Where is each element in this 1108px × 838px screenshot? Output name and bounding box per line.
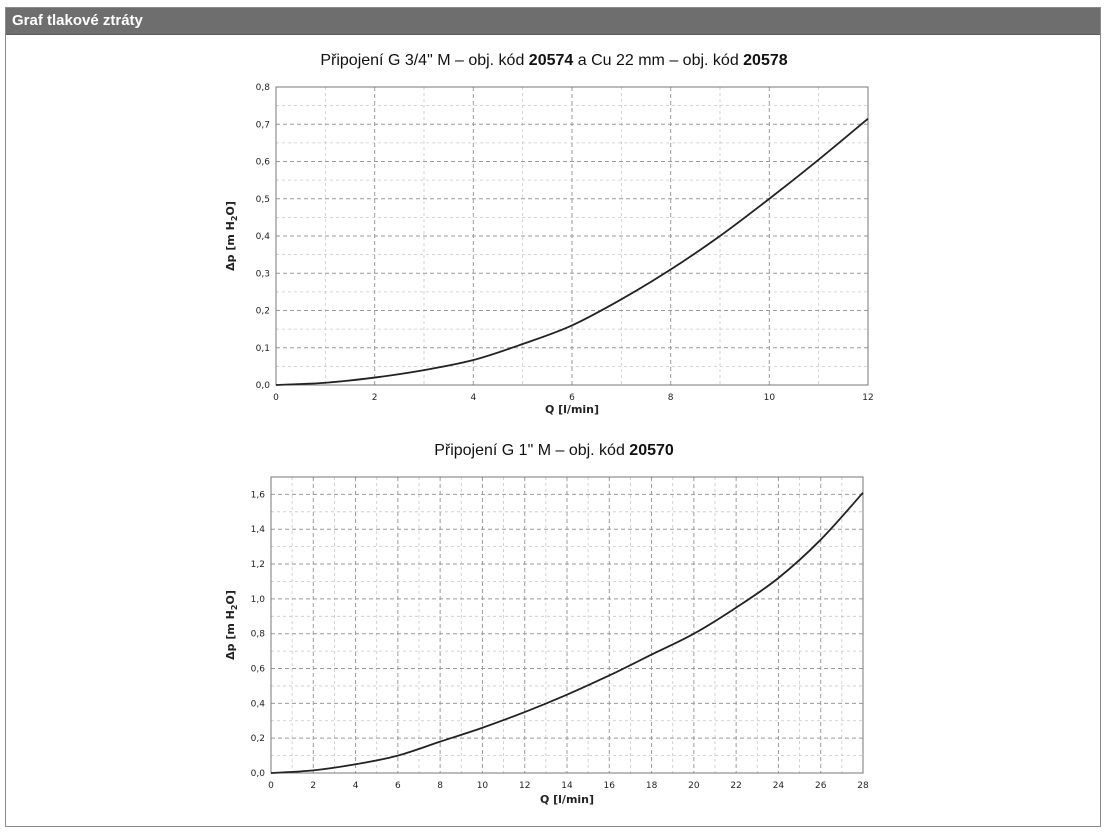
x-tick-label: 22 xyxy=(730,781,741,791)
y-tick-label: 1,0 xyxy=(251,595,266,605)
x-tick-label: 8 xyxy=(668,393,674,403)
y-axis-label: Δp [m H2O] xyxy=(224,590,239,660)
y-tick-label: 0,3 xyxy=(256,269,270,279)
x-tick-label: 26 xyxy=(815,781,827,791)
title-part: Připojení G 1" M – obj. kód xyxy=(434,442,630,459)
series-line xyxy=(270,492,864,774)
x-tick-label: 12 xyxy=(519,781,530,791)
x-tick-label: 10 xyxy=(764,393,776,403)
x-tick-label: 6 xyxy=(569,393,575,403)
x-tick-label: 2 xyxy=(310,781,316,791)
title-part: 20574 xyxy=(528,52,574,69)
y-axis-label: Δp [m H2O] xyxy=(224,201,239,271)
chart-1: 0 2 4 6 8 10 12 0,0 0,1 0,2 0,3 0,4 0,5 0,6 0,7 0,8 Q [l… xyxy=(224,83,874,416)
y-tick-label: 1,4 xyxy=(251,525,266,535)
x-tick-label: 8 xyxy=(437,781,443,791)
y-tick-label: 0,6 xyxy=(251,665,266,675)
panel-header: Graf tlakové ztráty xyxy=(6,8,1100,35)
x-tick-label: 18 xyxy=(646,781,658,791)
x-tick-label: 24 xyxy=(773,781,785,791)
title-part: a Cu 22 mm – obj. kód xyxy=(573,52,744,69)
y-tick-label: 0,8 xyxy=(251,630,266,640)
x-tick-label: 14 xyxy=(561,781,573,791)
x-tick-label: 12 xyxy=(862,393,873,403)
title-part: Připojení G 3/4" M – obj. kód xyxy=(320,52,529,69)
x-tick-label: 16 xyxy=(604,781,616,791)
y-tick-label: 0,0 xyxy=(251,769,266,779)
x-tick-label: 28 xyxy=(857,781,869,791)
y-tick-label: 0,6 xyxy=(256,158,271,168)
plot-area xyxy=(275,86,869,386)
plot-area xyxy=(270,476,864,774)
y-tick-label: 0,8 xyxy=(256,83,271,93)
y-tick-label: 0,1 xyxy=(256,344,270,354)
x-tick-label: 0 xyxy=(273,393,279,403)
title-part: 20578 xyxy=(743,52,788,69)
chart-1-title: Připojení G 3/4" M – obj. kód 20574 a Cu… xyxy=(6,52,1102,70)
x-tick-label: 20 xyxy=(688,781,700,791)
y-tick-label: 0,2 xyxy=(256,307,270,317)
y-tick-label: 0,7 xyxy=(256,120,270,130)
x-axis-label: Q [l/min] xyxy=(545,403,599,416)
x-tick-label: 6 xyxy=(395,781,401,791)
series-line xyxy=(275,117,869,386)
y-tick-label: 1,6 xyxy=(251,490,266,500)
x-axis-label: Q [l/min] xyxy=(540,793,594,806)
x-tick-label: 10 xyxy=(477,781,489,791)
y-tick-label: 0,0 xyxy=(256,381,271,391)
y-tick-label: 1,2 xyxy=(251,560,265,570)
chart-2: 0 2 4 6 8 10 12 14 16 18 20 22 24 26 280,00,20,40,60,8… xyxy=(224,476,869,806)
x-tick-label: 2 xyxy=(372,393,378,403)
y-tick-label: 0,4 xyxy=(251,699,266,709)
title-part: 20570 xyxy=(629,442,674,459)
y-tick-label: 0,5 xyxy=(256,195,270,205)
x-tick-label: 0 xyxy=(268,781,274,791)
chart-panel: Graf tlakové ztráty Připojení G 3/4" M –… xyxy=(5,7,1101,827)
chart-2-title: Připojení G 1" M – obj. kód 20570 xyxy=(6,442,1102,460)
y-tick-label: 0,2 xyxy=(251,734,265,744)
x-tick-label: 4 xyxy=(470,393,476,403)
x-tick-label: 4 xyxy=(353,781,359,791)
y-tick-label: 0,4 xyxy=(256,232,271,242)
